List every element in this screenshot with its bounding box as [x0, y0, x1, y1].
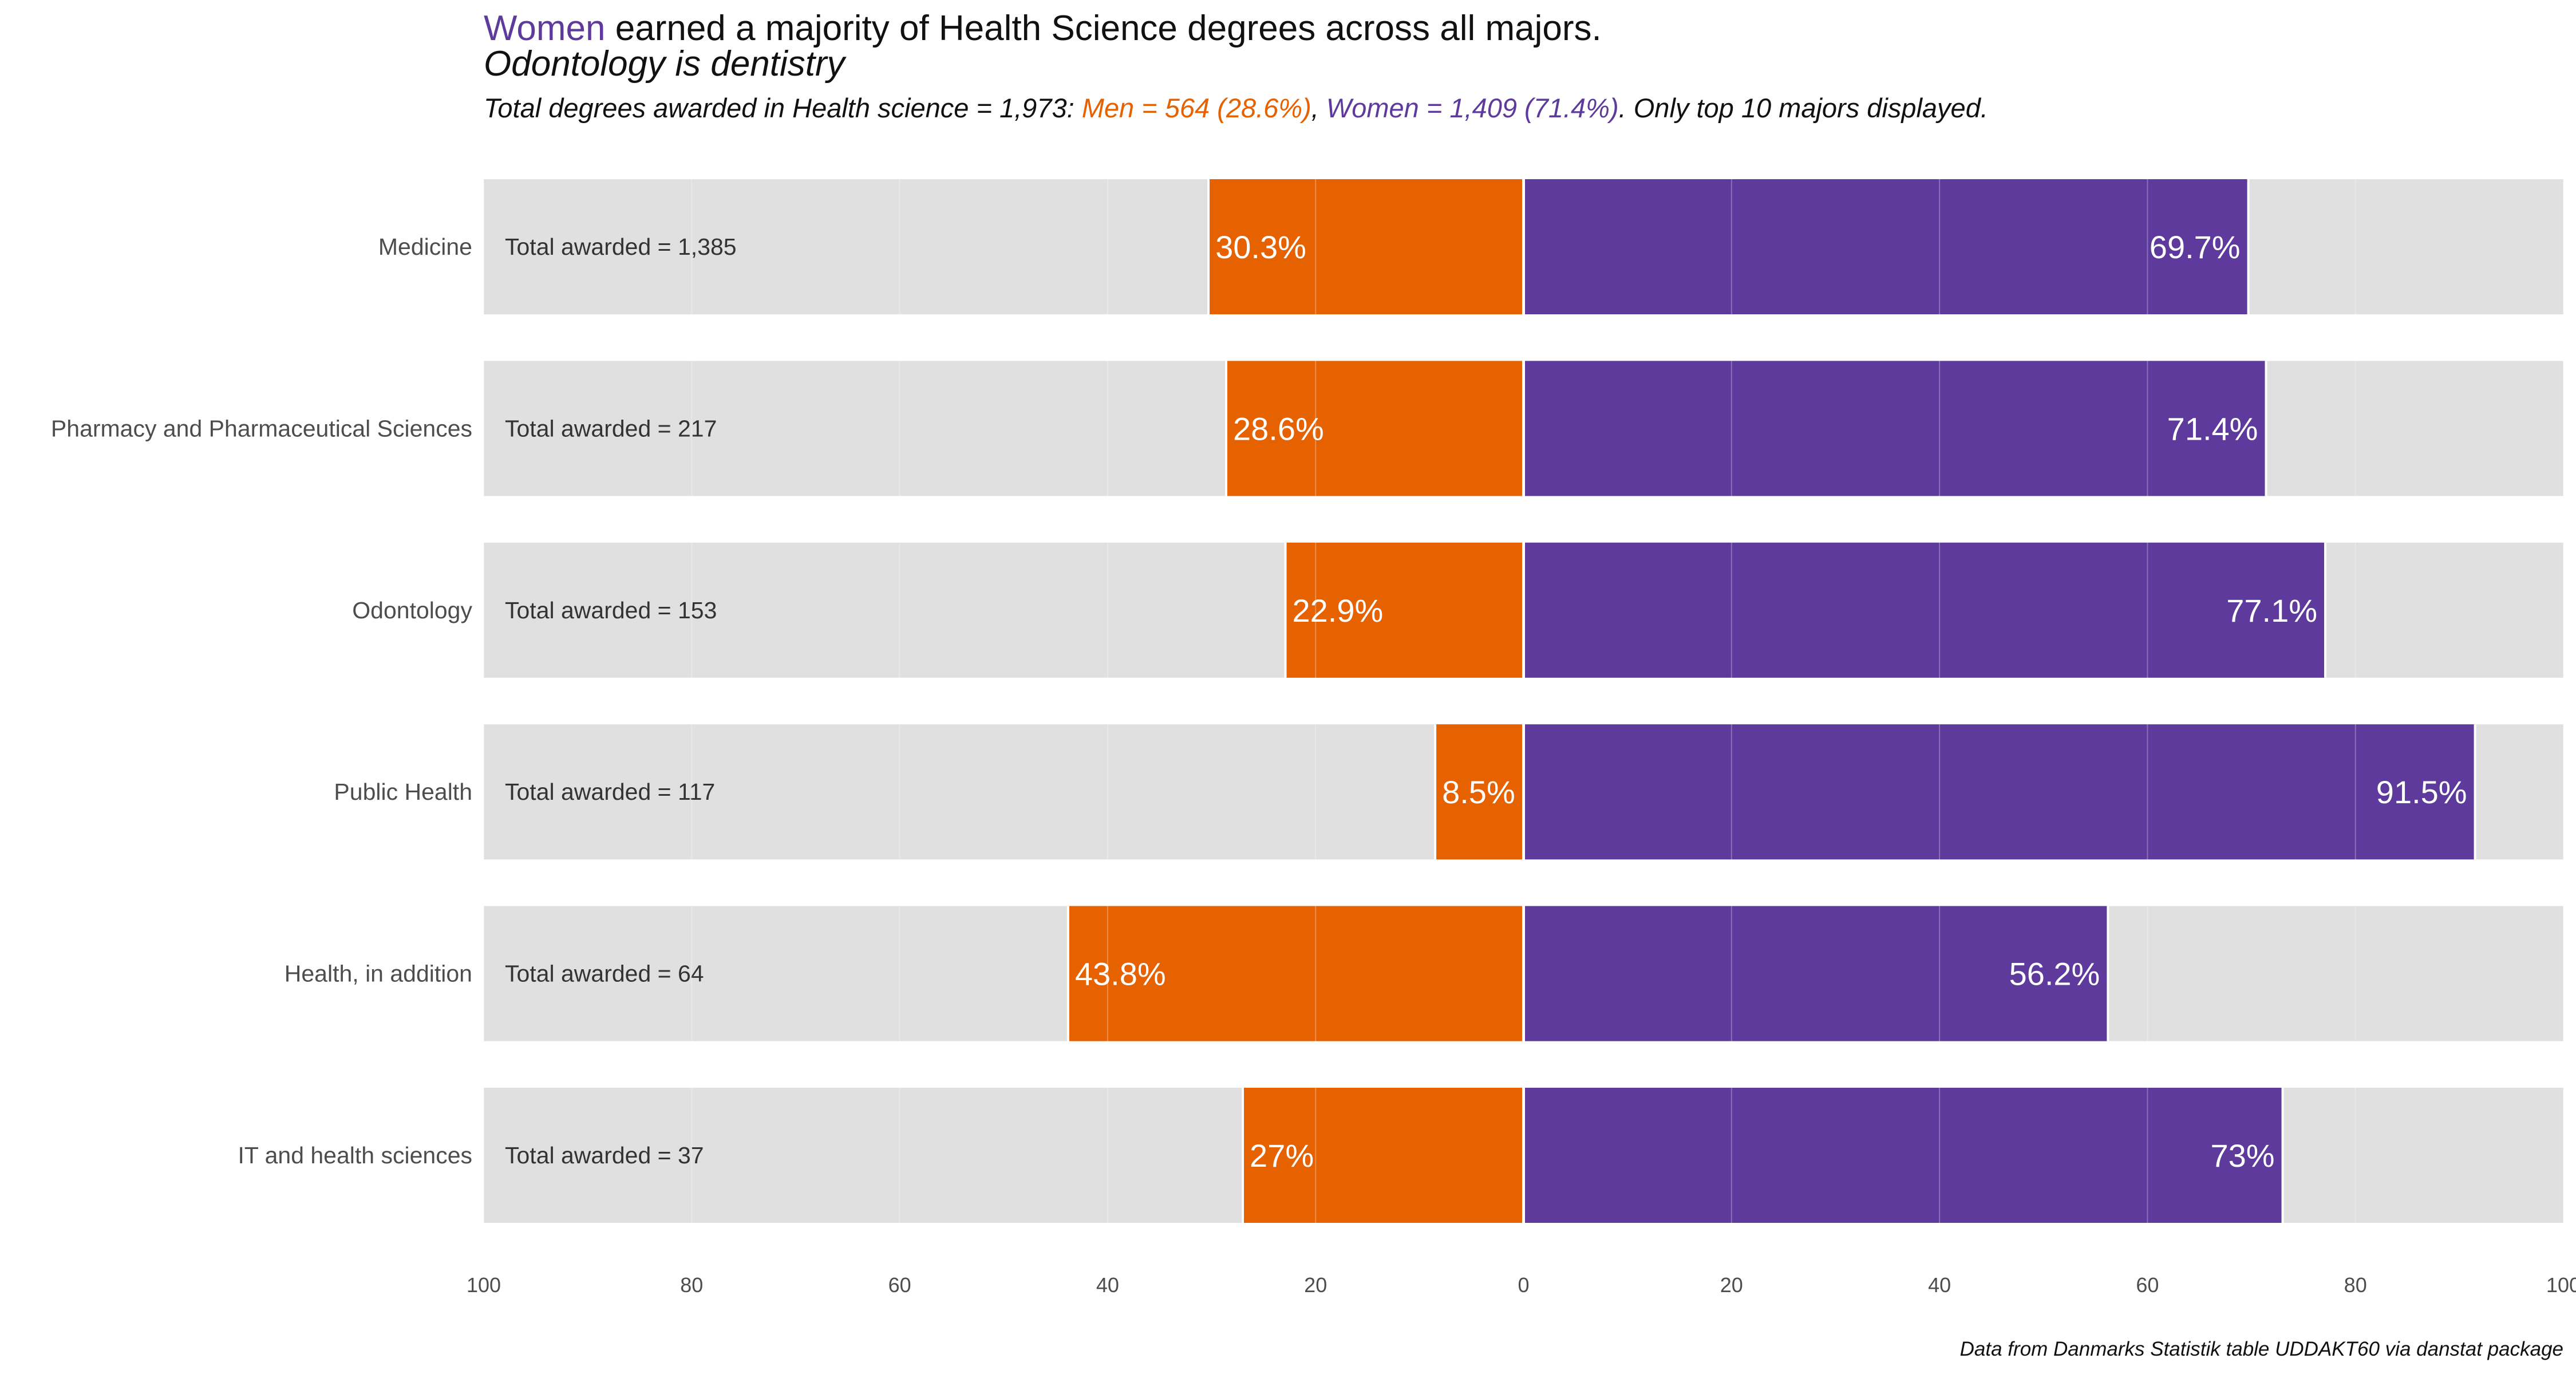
bar-row: Health, in addition Total awarded = 64 43.…: [285, 906, 2563, 1041]
gridlines: [483, 178, 2564, 1224]
men-pct-label: 28.6%: [1233, 410, 1324, 447]
subtitle-men: Men = 564 (28.6%): [1082, 93, 1311, 123]
chart-caption: Data from Danmarks Statistik table UDDAK…: [1960, 1338, 2563, 1360]
chart-subtitle: Total degrees awarded in Health science …: [484, 93, 1988, 123]
subtitle-prefix: Total degrees awarded in Health science …: [484, 93, 1082, 123]
men-bar: [1243, 1088, 1524, 1223]
x-tick-label: 100: [467, 1273, 501, 1297]
bar-row: IT and health sciences Total awarded = 37…: [238, 1088, 2563, 1223]
title-line-1: Women earned a majority of Health Scienc…: [484, 9, 1602, 48]
x-axis: 100 80 60 40 20 0 20 40 60 80 100: [467, 1273, 2576, 1297]
men-bar: [1226, 361, 1524, 496]
men-bar: [1068, 906, 1524, 1041]
women-bar: [1523, 1088, 2283, 1223]
x-tick-label: 80: [2344, 1273, 2367, 1297]
total-label: Total awarded = 37: [505, 1142, 704, 1168]
men-bar: [1285, 542, 1524, 678]
women-pct-label: 91.5%: [2376, 774, 2467, 810]
bar-row: Medicine Total awarded = 1,385 30.3% 69.7%: [378, 179, 2563, 314]
x-tick-label: 100: [2546, 1273, 2576, 1297]
subtitle-women: Women = 1,409 (71.4%): [1326, 93, 1619, 123]
category-label: IT and health sciences: [238, 1142, 473, 1168]
x-tick-label: 40: [1096, 1273, 1119, 1297]
men-pct-label: 22.9%: [1293, 593, 1384, 629]
men-pct-label: 8.5%: [1442, 774, 1515, 810]
category-label: Public Health: [334, 779, 472, 805]
title-rest: earned a majority of Health Science degr…: [606, 9, 1602, 48]
subtitle-sep: ,: [1311, 93, 1326, 123]
total-label: Total awarded = 1,385: [505, 234, 737, 260]
title-highlight: Women: [484, 9, 606, 48]
women-bar: [1523, 179, 2249, 314]
title-line-2: Odontology is dentistry: [484, 44, 847, 84]
category-label: Pharmacy and Pharmaceutical Sciences: [51, 415, 472, 441]
bar-row: Public Health Total awarded = 117 8.5% 91.5…: [334, 724, 2563, 860]
x-tick-label: 20: [1304, 1273, 1327, 1297]
men-pct-label: 27%: [1250, 1138, 1314, 1174]
men-pct-label: 43.8%: [1075, 956, 1166, 992]
x-tick-label: 40: [1928, 1273, 1951, 1297]
chart-title: Women earned a majority of Health Scienc…: [484, 9, 1602, 84]
plot-area: Medicine Total awarded = 1,385 30.3% 69.7% P…: [51, 178, 2564, 1224]
x-tick-label: 80: [680, 1273, 703, 1297]
men-pct-label: 30.3%: [1215, 229, 1306, 265]
total-label: Total awarded = 217: [505, 415, 717, 441]
total-label: Total awarded = 117: [505, 779, 715, 805]
total-label: Total awarded = 153: [505, 597, 717, 623]
women-pct-label: 69.7%: [2150, 229, 2241, 265]
x-tick-label: 0: [1518, 1273, 1529, 1297]
category-label: Health, in addition: [285, 961, 472, 987]
category-label: Medicine: [378, 234, 472, 260]
women-bar: [1523, 906, 2108, 1041]
women-bar: [1523, 724, 2475, 860]
total-label: Total awarded = 64: [505, 961, 704, 987]
women-pct-label: 71.4%: [2167, 410, 2258, 447]
women-pct-label: 73%: [2210, 1138, 2274, 1174]
bar-row: Pharmacy and Pharmaceutical Sciences Tota…: [51, 361, 2563, 496]
women-pct-label: 77.1%: [2226, 593, 2317, 629]
women-bar: [1523, 361, 2266, 496]
x-tick-label: 60: [2136, 1273, 2159, 1297]
women-pct-label: 56.2%: [2009, 956, 2100, 992]
women-bar: [1523, 542, 2326, 678]
x-tick-label: 20: [1720, 1273, 1743, 1297]
men-bar: [1208, 179, 1524, 314]
men-bar: [1435, 724, 1524, 860]
subtitle-suffix: . Only top 10 majors displayed.: [1619, 93, 1988, 123]
x-tick-label: 60: [888, 1273, 911, 1297]
category-label: Odontology: [352, 597, 472, 623]
bar-row: Odontology Total awarded = 153 22.9% 77.1%: [352, 542, 2563, 678]
